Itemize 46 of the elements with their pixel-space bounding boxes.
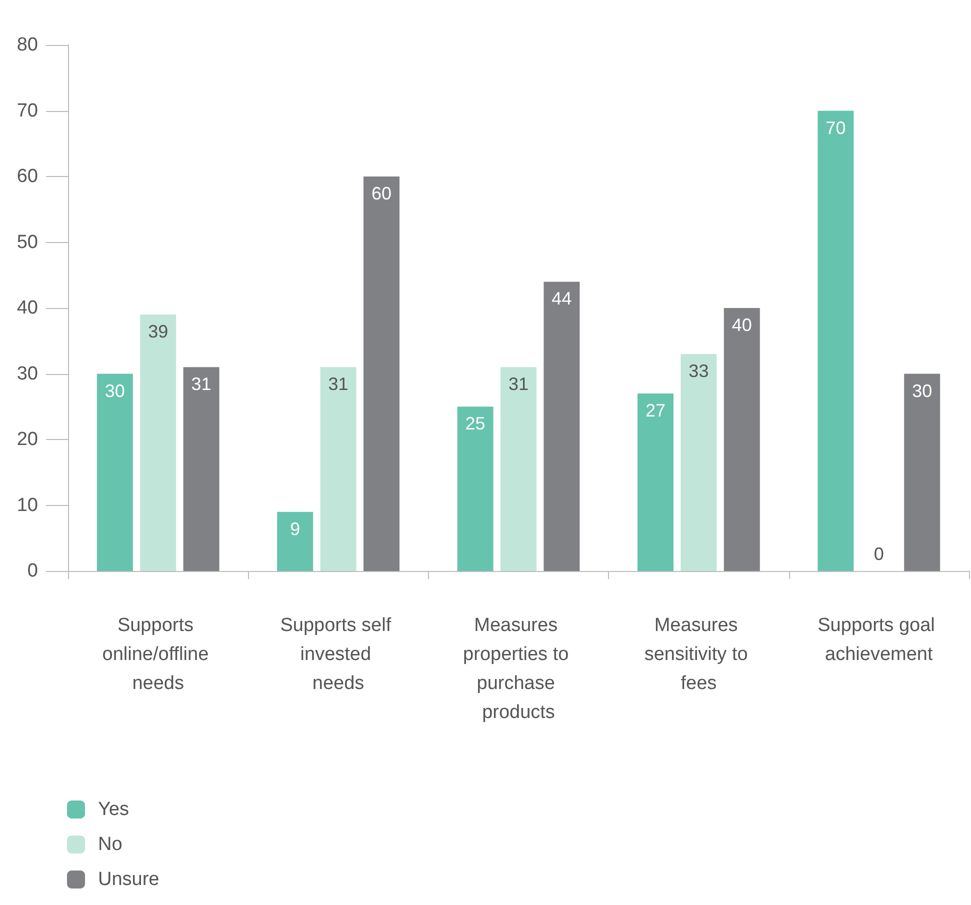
x-tick-label: Supports self invested needs: [280, 615, 396, 694]
x-tick-label: Measures sensitivity to fees: [644, 615, 754, 694]
bar: [680, 354, 717, 571]
data-label: 25: [465, 414, 486, 434]
data-label: 31: [191, 374, 212, 394]
bar: [277, 512, 314, 571]
data-label: 27: [645, 400, 666, 420]
data-label: 70: [826, 118, 846, 138]
data-label: 40: [732, 315, 752, 335]
data-label: 60: [371, 184, 392, 204]
x-tick-label: Measures properties to purchase products: [463, 615, 574, 723]
y-tick-label: 50: [16, 232, 38, 253]
data-label: 9: [290, 518, 300, 539]
y-tick-label: 40: [16, 298, 38, 318]
bar: [457, 406, 494, 571]
y-tick-label: 20: [16, 429, 38, 450]
bar: [904, 374, 940, 571]
data-label: 33: [688, 361, 709, 382]
data-label: 39: [148, 322, 168, 342]
bar: [364, 176, 400, 571]
y-tick-label: 80: [16, 34, 38, 56]
data-label: 44: [552, 288, 572, 309]
y-tick-label: 10: [16, 494, 38, 516]
bar: [140, 314, 176, 571]
bar: [96, 374, 133, 571]
data-label: 0: [874, 544, 884, 564]
bar: [544, 282, 580, 571]
bar: [320, 367, 356, 571]
x-tick-label: Supports online/offline needs: [102, 615, 214, 694]
data-label: 31: [328, 374, 348, 394]
data-label: 31: [508, 374, 529, 394]
y-tick-label: 60: [16, 166, 38, 187]
legend-label: Unsure: [98, 869, 160, 890]
legend-label: No: [98, 834, 122, 855]
bar: [500, 367, 536, 571]
y-tick-label: 30: [16, 363, 38, 384]
x-tick-label: Supports goal achievement: [818, 615, 940, 665]
y-tick-label: 70: [16, 100, 38, 122]
legend-label: Yes: [98, 799, 129, 820]
bar: [724, 308, 760, 571]
y-tick-label: 0: [27, 560, 38, 582]
bar: [183, 367, 220, 571]
bar: [818, 110, 854, 571]
data-label: 30: [912, 380, 932, 401]
data-label: 30: [104, 380, 125, 401]
bar: [638, 393, 674, 571]
